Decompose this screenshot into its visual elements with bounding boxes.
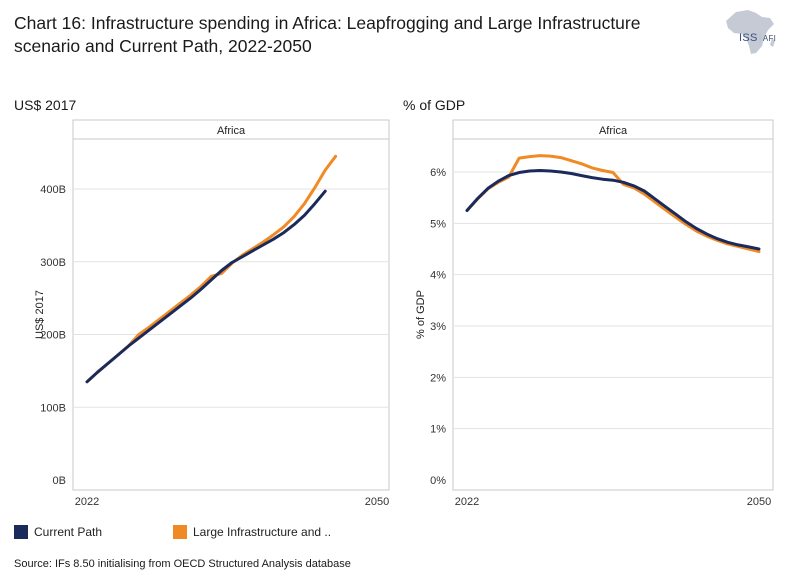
legend-label-current-path: Current Path: [34, 525, 103, 539]
africa-map-icon: [726, 10, 775, 54]
legend-label-large-infrastructure: Large Infrastructure and ..: [193, 525, 332, 539]
panel-frame-left: [72, 119, 390, 491]
y-tick-label-right-5: 5%: [430, 218, 446, 230]
y-tick-label-left-1: 100B: [40, 402, 66, 414]
x-tick-label-left-1: 2050: [365, 496, 389, 508]
y-tick-label-right-3: 3%: [430, 321, 446, 333]
y-tick-label-left-0: 0B: [53, 475, 66, 487]
y-axis-label-right: % of GDP: [415, 290, 427, 339]
x-tick-label-right-1: 2050: [747, 496, 771, 508]
y-tick-label-right-2: 2%: [430, 372, 446, 384]
logo-sub-text: AFI: [762, 34, 777, 43]
iss-afi-logo: ISS|AFI: [739, 32, 777, 44]
chart-title: Chart 16: Infrastructure spending in Afr…: [14, 13, 641, 56]
legend-swatch-large-infrastructure: [173, 525, 187, 539]
y-tick-label-left-4: 400B: [40, 184, 66, 196]
y-tick-label-left-3: 300B: [40, 257, 66, 269]
x-tick-label-left-0: 2022: [75, 496, 99, 508]
panel-title-right: Africa: [599, 125, 628, 137]
y-tick-label-right-6: 6%: [430, 167, 446, 179]
x-tick-label-right-0: 2022: [455, 496, 479, 508]
legend-swatch-current-path: [14, 525, 28, 539]
y-tick-label-right-1: 1%: [430, 424, 446, 436]
legend-large-infrastructure[interactable]: Large Infrastructure and ..: [173, 525, 331, 539]
series-line-right-current-path: [465, 169, 761, 251]
y-axis-label-left: US$ 2017: [34, 290, 46, 339]
logo-main-text: ISS: [739, 32, 758, 44]
y-tick-label-left-2: 200B: [40, 330, 66, 342]
panel-frame-right: [452, 119, 774, 491]
y-tick-label-right-4: 4%: [430, 270, 446, 282]
source-note: Source: IFs 8.50 initialising from OECD …: [14, 558, 351, 570]
series-line-right-large-infra: [465, 154, 761, 254]
legend-current-path[interactable]: Current Path: [14, 525, 102, 539]
y-tick-label-right-0: 0%: [430, 475, 446, 487]
panel-title-left: Africa: [217, 125, 246, 137]
series-line-left-current-path: [85, 189, 327, 384]
right-unit-label: % of GDP: [403, 97, 466, 113]
left-unit-label: US$ 2017: [14, 97, 77, 113]
